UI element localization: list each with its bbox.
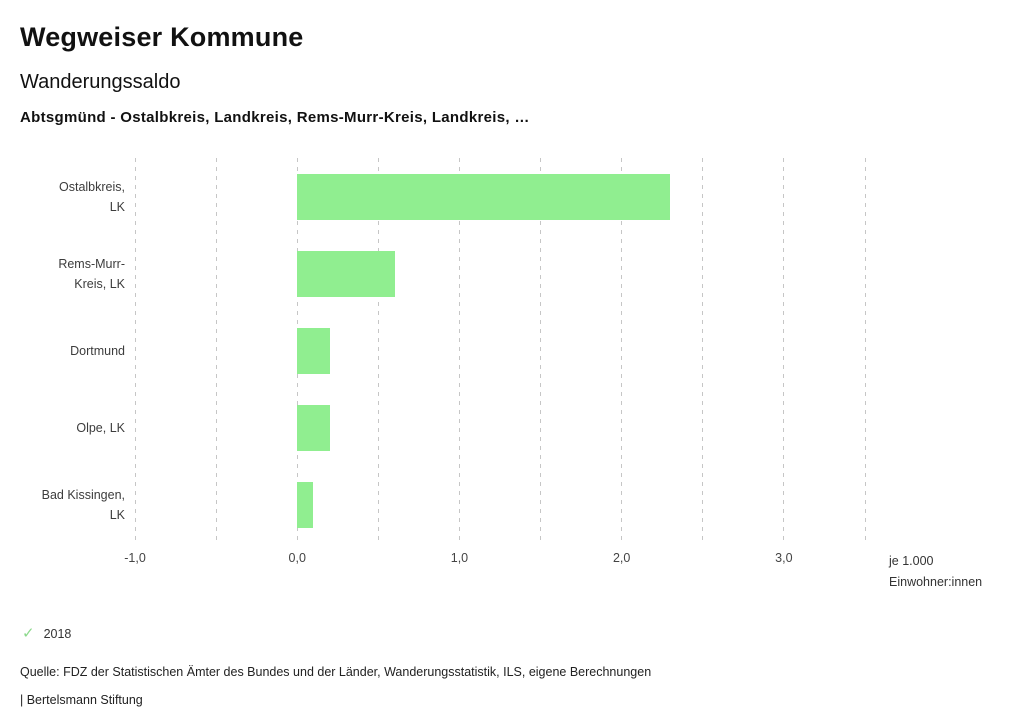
plot-area: [134, 158, 866, 543]
source-text: Quelle: FDZ der Statistischen Ämter des …: [20, 665, 652, 680]
bar-row: [135, 312, 865, 389]
bar-olpe-lk[interactable]: [297, 404, 330, 451]
x-tick-label: 1,0: [450, 551, 469, 565]
category-labels: Ostalbkreis, LK Rems-Murr- Kreis, LK Dortmun…: [20, 158, 125, 543]
app-title: Wegweiser Kommune: [20, 22, 304, 52]
x-tick-label: 3,0: [775, 551, 793, 565]
bar-row: [135, 466, 865, 543]
gridline: [702, 158, 704, 543]
gridline: [215, 158, 217, 543]
gridline: [783, 158, 785, 543]
bar-chart: Ostalbkreis, LK Rems-Murr- Kreis, LK Dortmun…: [20, 158, 1004, 592]
bar-rems-murr-kreis-lk[interactable]: [297, 250, 395, 297]
category-label: Dortmund: [70, 343, 125, 358]
check-icon: ✓: [22, 625, 35, 643]
bar-bad-kissingen-lk[interactable]: [297, 481, 314, 528]
category-label: Ostalbkreis, LK: [59, 179, 125, 214]
bar-series-2018: [135, 158, 865, 543]
x-tick-label: 2,0: [612, 551, 631, 565]
bar-dortmund[interactable]: [297, 327, 330, 374]
x-tick-label: 0,0: [288, 551, 306, 565]
gridline: [864, 158, 866, 543]
gridline: [458, 158, 460, 543]
chart-subtitle: Abtsgmünd - Ostalbkreis, Landkreis, Rems…: [20, 109, 530, 126]
category-label: Rems-Murr- Kreis, LK: [58, 256, 125, 291]
gridline: [134, 158, 136, 543]
bar-row: [135, 389, 865, 466]
bar-row: [135, 158, 865, 235]
category-label: Bad Kissingen, LK: [41, 487, 125, 522]
legend-year-label: 2018: [43, 626, 72, 641]
axis-unit-label: je 1.000 Einwohner:innen: [875, 543, 1004, 592]
axis-unit-line2: Einwohner:innen: [889, 574, 983, 589]
brand-text: | Bertelsmann Stiftung: [20, 693, 143, 708]
x-tick-label: -1,0: [124, 551, 146, 565]
gridline: [621, 158, 623, 543]
gridline: [377, 158, 379, 543]
axis-unit-line1: je 1.000: [889, 554, 934, 568]
chart-title: Wanderungssaldo: [20, 71, 181, 93]
legend-year-toggle[interactable]: ✓ 2018: [22, 626, 71, 641]
category-label: Olpe, LK: [76, 420, 125, 435]
bar-ostalbkreis-lk[interactable]: [297, 173, 671, 220]
gridline: [540, 158, 542, 543]
bar-row: [135, 235, 865, 312]
x-axis: -1,0 0,0 1,0 2,0 3,0: [124, 543, 865, 573]
